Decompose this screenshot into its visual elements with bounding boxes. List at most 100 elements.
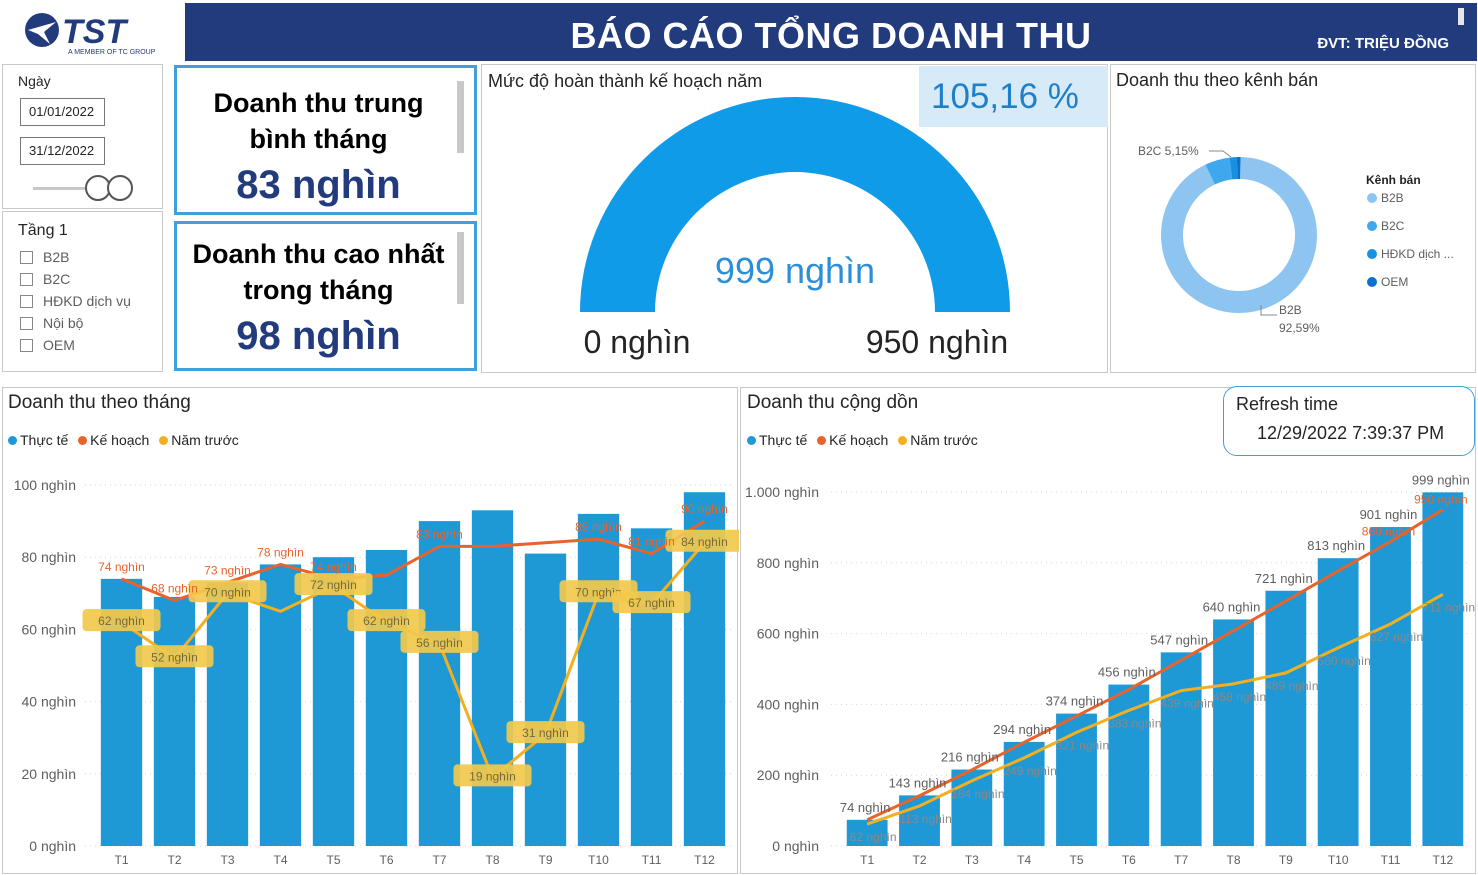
checkbox[interactable] <box>20 339 33 352</box>
donut-label-b2c: B2C 5,15% <box>1138 144 1199 158</box>
donut-slice-2 <box>1229 157 1238 180</box>
kpi-max-card: Doanh thu cao nhất trong tháng 98 nghìn <box>174 221 477 371</box>
start-date-input[interactable]: 01/01/2022 <box>20 98 105 126</box>
x-tick-label: T5 <box>1069 853 1083 867</box>
legend-marker-0 <box>1367 193 1377 203</box>
x-tick-label: T1 <box>860 853 874 867</box>
legend-actual[interactable]: Thực tế <box>747 432 807 448</box>
legend-label-1: B2C <box>1381 219 1405 233</box>
gauge-percent: 105,16 % <box>931 77 1079 116</box>
gauge-max-label: 950 nghìn <box>866 324 1008 360</box>
refresh-title: Refresh time <box>1236 394 1339 414</box>
option-oem[interactable]: OEM <box>20 337 75 353</box>
legend-marker-1 <box>1367 221 1377 231</box>
x-tick-label: T11 <box>642 853 662 867</box>
gauge-arc <box>580 97 1010 312</box>
company-logo: TST A MEMBER OF TC GROUP <box>0 0 183 62</box>
cumulative-chart: 0 nghìn 200 nghìn 400 nghìn 600 nghìn 800 ng… <box>745 472 1476 867</box>
end-date-input[interactable]: 31/12/2022 <box>20 137 105 165</box>
prev-label-bg <box>347 609 426 632</box>
cumulative-title: Doanh thu cộng dồn <box>747 392 919 413</box>
x-tick-label: T8 <box>1226 853 1240 867</box>
end-handle[interactable] <box>107 175 133 201</box>
prev-data-label: 52 nghìn <box>151 650 198 664</box>
prev-data-label: 711 nghìn <box>1423 600 1476 614</box>
x-tick-label: T6 <box>379 853 393 867</box>
actual-data-label: 640 nghìn <box>1203 599 1261 614</box>
checkbox[interactable] <box>20 251 33 264</box>
line-previous-year <box>866 593 1444 826</box>
kpi-max-value: 98 nghìn <box>236 314 401 358</box>
option-hdkd[interactable]: HĐKD dịch vụ <box>20 293 131 309</box>
x-tick-label: T10 <box>1328 853 1349 867</box>
gauge-value-label: 999 nghìn <box>715 250 875 291</box>
prev-label-bg <box>453 764 532 787</box>
report-title: BÁO CÁO TỔNG DOANH THU <box>570 15 1092 56</box>
kpi-max-title-1: Doanh thu cao nhất <box>192 239 445 269</box>
prev-label-bg <box>135 645 214 668</box>
cumulative-legend[interactable]: Thực tế Kế hoạch Năm trước <box>747 432 984 448</box>
prev-label-bg <box>612 591 691 614</box>
channel-slicer-label: Tầng 1 <box>18 222 68 239</box>
option-noi-bo[interactable]: Nội bộ <box>20 315 83 331</box>
kpi-avg-card: Doanh thu trung bình tháng 83 nghìn <box>174 65 477 215</box>
plan-data-label: 860 nghìn <box>1362 525 1415 539</box>
plan-data-label: 85 nghìn <box>575 520 622 534</box>
prev-data-label: 70 nghìn <box>204 585 251 599</box>
option-b2c[interactable]: B2C <box>20 271 70 287</box>
x-tick-label: T2 <box>912 853 926 867</box>
bar-actual-T7 <box>1160 652 1202 846</box>
prev-data-label: 321 nghìn <box>1056 738 1109 752</box>
unit-label: ĐVT: TRIỆU ĐỒNG <box>1317 35 1449 52</box>
x-tick-label: T8 <box>485 853 499 867</box>
y-tick-label: 80 nghìn <box>22 549 77 565</box>
actual-data-label: 813 nghìn <box>1307 538 1365 553</box>
legend-prev[interactable]: Năm trước <box>159 432 239 448</box>
x-tick-label: T9 <box>538 853 552 867</box>
date-range-track[interactable] <box>33 187 125 190</box>
legend-actual[interactable]: Thực tế <box>8 432 68 448</box>
refresh-card: Refresh time 12/29/2022 7:39:37 PM <box>1223 386 1475 456</box>
cumulative-revenue-panel: Doanh thu cộng dồn Thực tế Kế hoạch Năm … <box>740 387 1476 874</box>
refresh-time: 12/29/2022 7:39:37 PM <box>1257 423 1445 443</box>
date-slicer: Ngày 01/01/2022 31/12/2022 <box>2 64 163 209</box>
legend-marker-2 <box>1367 249 1377 259</box>
bar-actual-T6 <box>1108 684 1150 846</box>
prev-label-bg <box>665 529 739 552</box>
bar-actual-T11 <box>630 528 673 846</box>
prev-data-label: 62 nghìn <box>850 830 897 844</box>
legend-plan[interactable]: Kế hoạch <box>78 432 149 448</box>
prev-data-label: 56 nghìn <box>416 636 463 650</box>
bar-actual-T5 <box>1056 713 1097 846</box>
gauge-min-label: 0 nghìn <box>584 324 691 360</box>
channel-donut: B2C 5,15% B2B 92,59% Kênh bán B2B B2C HĐKD… <box>1138 144 1454 335</box>
x-tick-label: T6 <box>1122 853 1136 867</box>
prev-label-bg <box>82 609 161 632</box>
prev-data-label: 84 nghìn <box>681 535 728 549</box>
prev-data-label: 439 nghìn <box>1160 697 1213 711</box>
legend-plan[interactable]: Kế hoạch <box>817 432 888 448</box>
x-tick-label: T12 <box>694 853 715 867</box>
checkbox[interactable] <box>20 273 33 286</box>
actual-data-label: 374 nghìn <box>1046 694 1104 709</box>
legend-marker-3 <box>1367 277 1377 287</box>
bar-actual-T6 <box>365 549 408 846</box>
y-tick-label: 400 nghìn <box>757 696 819 712</box>
kpi-avg-scrollbar[interactable] <box>457 81 464 153</box>
prev-data-label: 489 nghìn <box>1265 679 1318 693</box>
checkbox[interactable] <box>20 295 33 308</box>
donut-label-b2b: B2B <box>1279 303 1302 317</box>
x-tick-label: T2 <box>167 853 181 867</box>
actual-data-label: 547 nghìn <box>1150 632 1208 647</box>
legend-prev[interactable]: Năm trước <box>898 432 978 448</box>
checkbox[interactable] <box>20 317 33 330</box>
prev-data-label: 70 nghìn <box>575 585 622 599</box>
monthly-legend[interactable]: Thực tế Kế hoạch Năm trước <box>8 432 245 448</box>
actual-data-label: 456 nghìn <box>1098 665 1156 680</box>
kpi-max-scrollbar[interactable] <box>457 232 464 304</box>
bar-actual-T12 <box>1422 492 1464 846</box>
option-b2b[interactable]: B2B <box>20 249 69 265</box>
header-scrollbar[interactable] <box>1458 8 1464 25</box>
kpi-avg-title-1: Doanh thu trung <box>213 88 424 118</box>
report-header: BÁO CÁO TỔNG DOANH THU ĐVT: TRIỆU ĐỒNG <box>185 3 1477 61</box>
